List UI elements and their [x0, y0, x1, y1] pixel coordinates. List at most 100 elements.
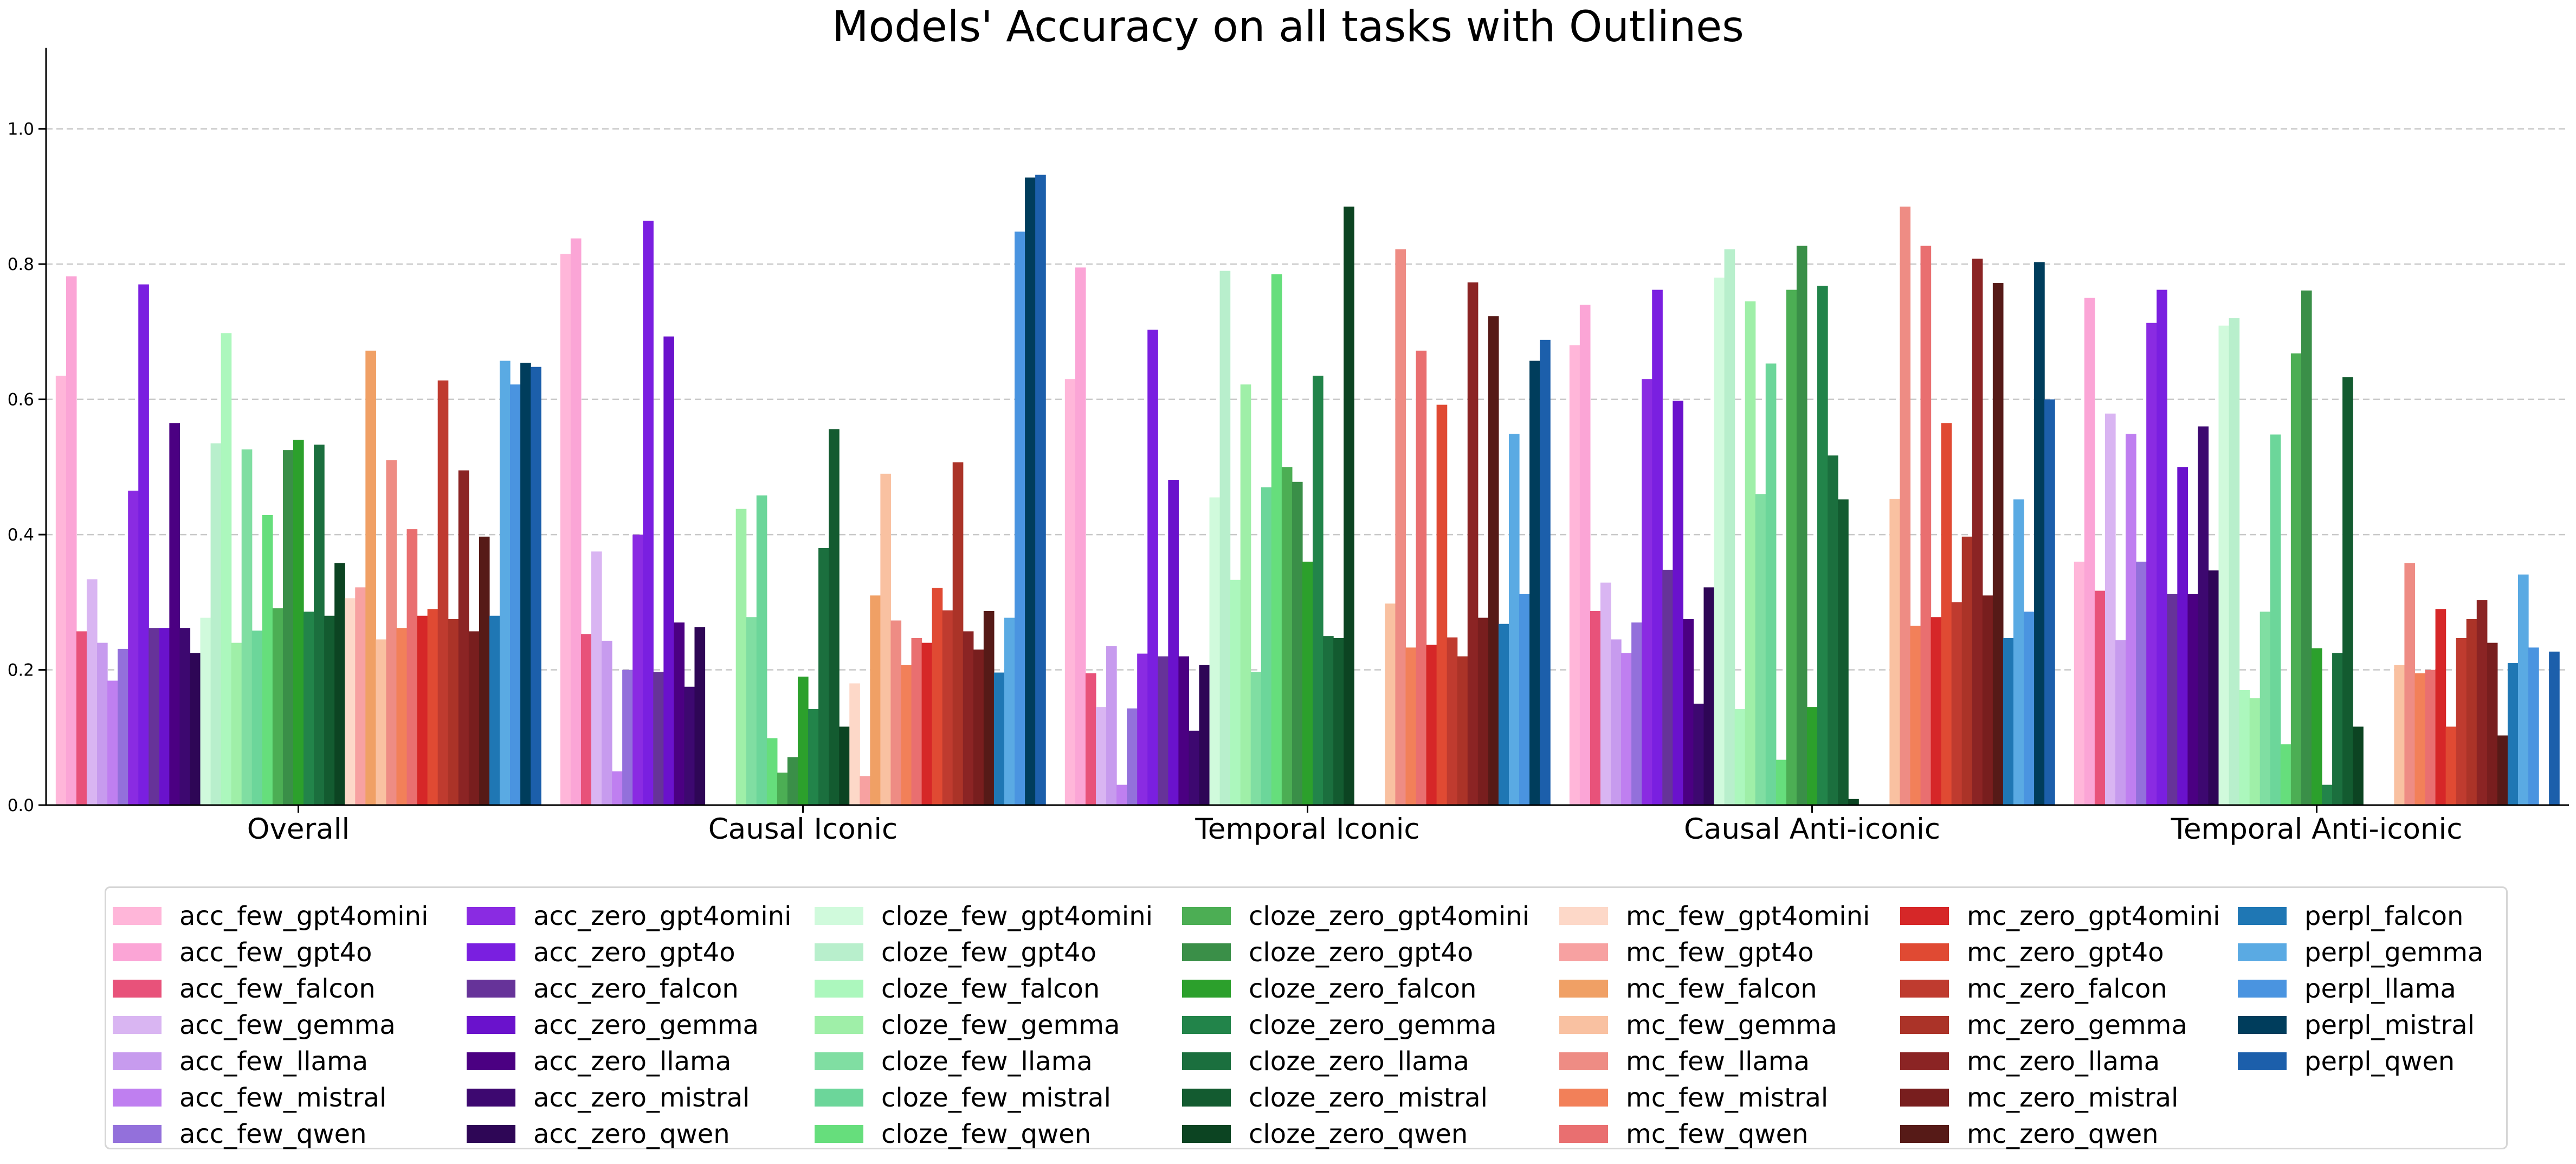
legend-swatch	[1900, 980, 1949, 998]
bar	[1147, 330, 1158, 805]
legend-item: cloze_zero_gpt4o	[1182, 934, 1473, 970]
bar	[1106, 646, 1117, 805]
bar	[1683, 619, 1694, 805]
legend-swatch	[467, 1052, 515, 1070]
bar	[1621, 653, 1632, 805]
legend-swatch	[467, 1089, 515, 1107]
legend-item: cloze_few_mistral	[815, 1079, 1111, 1116]
legend-item: acc_few_falcon	[113, 970, 376, 1007]
bar	[1579, 304, 1591, 805]
bar	[417, 615, 428, 805]
bar	[2259, 612, 2271, 805]
legend-item: cloze_few_llama	[815, 1043, 1093, 1079]
bar	[1714, 278, 1725, 805]
bar	[510, 384, 521, 805]
x-tick-label: Temporal Iconic	[1195, 813, 1419, 846]
legend-swatch	[1900, 1125, 1949, 1143]
legend-item: acc_few_gpt4o	[113, 934, 372, 970]
bar	[849, 683, 860, 805]
bar	[674, 622, 685, 805]
legend-item: mc_few_gpt4omini	[1559, 898, 1870, 934]
legend-item: perpl_qwen	[2238, 1043, 2455, 1079]
x-tick-label: Causal Iconic	[708, 813, 898, 846]
y-tick-label: 1.0	[8, 120, 34, 139]
legend-item: mc_zero_gpt4o	[1900, 934, 2164, 970]
bar	[911, 638, 922, 805]
bar	[1178, 656, 1190, 805]
legend-item: perpl_llama	[2238, 970, 2456, 1007]
bar	[2044, 399, 2055, 805]
legend-item: mc_zero_qwen	[1900, 1116, 2159, 1152]
bar	[2435, 609, 2446, 805]
legend-label: mc_zero_mistral	[1967, 1082, 2179, 1113]
legend-swatch	[1182, 1016, 1231, 1034]
legend-swatch	[815, 907, 863, 925]
bar	[531, 366, 541, 805]
legend-label: acc_zero_qwen	[533, 1118, 730, 1149]
bar	[149, 628, 159, 805]
legend-swatch	[1559, 1016, 1608, 1034]
y-tick-label: 0.0	[8, 796, 34, 815]
bar	[1631, 622, 1642, 805]
bar	[282, 450, 294, 805]
legend-label: acc_zero_gpt4o	[533, 937, 735, 968]
bar	[1219, 271, 1231, 805]
bar	[221, 333, 232, 805]
legend-label: acc_zero_mistral	[533, 1082, 750, 1113]
bar	[241, 449, 253, 805]
bar	[107, 680, 118, 805]
bar	[1755, 494, 1766, 805]
legend-swatch	[113, 980, 162, 998]
bar	[2013, 499, 2024, 805]
legend-swatch	[2238, 1052, 2287, 1070]
legend-item: acc_zero_llama	[467, 1043, 731, 1079]
legend-item: cloze_few_gemma	[815, 1007, 1120, 1043]
bar	[1611, 639, 1622, 805]
bar	[304, 612, 314, 805]
legend-label: mc_zero_llama	[1967, 1046, 2160, 1077]
bar	[1323, 636, 1334, 805]
legend-swatch	[467, 907, 515, 925]
bar	[179, 628, 191, 805]
legend-swatch	[1900, 1016, 1949, 1034]
bar	[1457, 656, 1468, 805]
legend-label: perpl_falcon	[2304, 901, 2464, 931]
bar	[1941, 423, 1952, 805]
bar	[1240, 384, 1251, 805]
legend-label: mc_zero_falcon	[1967, 973, 2167, 1004]
legend-item: acc_few_mistral	[113, 1079, 386, 1116]
bar	[1447, 637, 1458, 805]
bar	[694, 627, 706, 805]
bar	[684, 686, 695, 805]
bar	[427, 609, 438, 805]
legend-item: acc_few_llama	[113, 1043, 368, 1079]
y-tick-label: 0.2	[8, 661, 34, 680]
legend-item: cloze_zero_gpt4omini	[1182, 898, 1529, 934]
bar	[2157, 290, 2167, 805]
bar	[1817, 286, 1828, 805]
legend-item: acc_zero_gpt4o	[467, 934, 735, 970]
legend-swatch	[815, 1089, 863, 1107]
bar	[2404, 563, 2416, 805]
bar	[2187, 594, 2199, 805]
bar	[1405, 647, 1417, 805]
bar	[787, 757, 798, 805]
bar	[2115, 640, 2126, 805]
bar	[1776, 760, 1787, 805]
bar	[2394, 665, 2405, 805]
bar	[200, 618, 211, 805]
bar	[251, 631, 263, 805]
bar	[880, 473, 892, 805]
legend-swatch	[1559, 1089, 1608, 1107]
bar	[2476, 600, 2488, 805]
legend-swatch	[2238, 1016, 2287, 1034]
bar	[1600, 582, 1611, 805]
bar	[797, 677, 809, 805]
bar	[2146, 323, 2157, 805]
legend-swatch	[815, 1125, 863, 1143]
bar	[2104, 413, 2116, 805]
bar	[963, 631, 974, 805]
legend-swatch	[1182, 1052, 1231, 1070]
bar	[1302, 561, 1313, 805]
bar	[1931, 617, 1942, 805]
